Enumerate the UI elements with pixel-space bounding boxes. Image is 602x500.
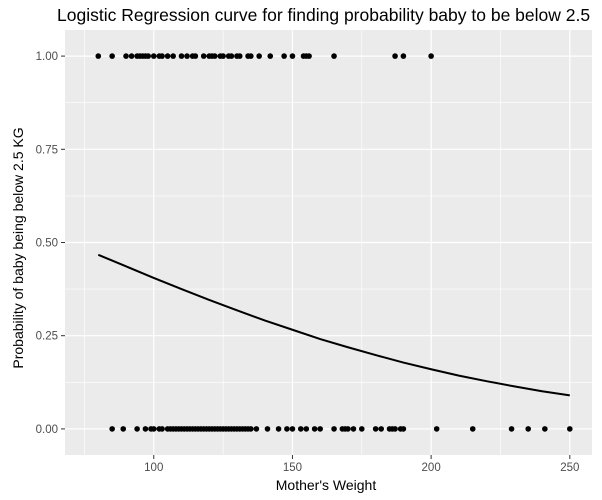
data-point bbox=[164, 53, 171, 59]
marks bbox=[95, 53, 573, 432]
fitted-curve bbox=[97, 253, 570, 397]
y-tick-label: 0.00 bbox=[36, 424, 58, 436]
data-point bbox=[248, 426, 254, 432]
data-point bbox=[542, 426, 548, 432]
data-point bbox=[275, 426, 282, 432]
data-point bbox=[428, 53, 434, 59]
data-point bbox=[211, 53, 218, 59]
data-point bbox=[289, 426, 296, 432]
data-point bbox=[317, 426, 323, 432]
x-tick-label: 150 bbox=[283, 462, 302, 474]
data-point bbox=[469, 426, 476, 432]
data-point bbox=[256, 53, 262, 59]
y-tick-label: 0.25 bbox=[36, 331, 58, 343]
y-axis-label: Probability of baby being below 2.5 KG bbox=[10, 127, 26, 369]
data-point bbox=[392, 53, 398, 59]
data-point bbox=[289, 53, 296, 59]
data-point bbox=[345, 426, 351, 432]
data-point bbox=[184, 53, 190, 59]
data-point bbox=[253, 426, 260, 432]
data-point bbox=[378, 426, 385, 432]
data-point bbox=[331, 426, 337, 432]
data-point bbox=[358, 426, 365, 432]
data-point bbox=[264, 426, 271, 432]
data-point bbox=[303, 426, 310, 432]
data-point bbox=[95, 53, 102, 59]
x-tick-label: 250 bbox=[560, 462, 579, 474]
data-point bbox=[220, 53, 226, 59]
data-point bbox=[120, 426, 127, 432]
x-axis-label: Mother's Weight bbox=[275, 477, 377, 493]
data-point bbox=[150, 53, 157, 59]
data-point bbox=[433, 426, 440, 432]
data-point bbox=[350, 426, 357, 432]
data-point bbox=[150, 426, 157, 432]
grid bbox=[65, 30, 592, 455]
data-point bbox=[236, 53, 243, 59]
data-point bbox=[200, 53, 207, 59]
data-point bbox=[284, 426, 290, 432]
data-point bbox=[400, 53, 407, 59]
x-tick-label: 100 bbox=[144, 462, 163, 474]
data-point bbox=[109, 53, 115, 59]
data-point bbox=[372, 426, 379, 432]
data-point bbox=[525, 426, 532, 432]
axes: 100 150 200 250 0.00 0.25 0.50 0.75 1.00 bbox=[36, 51, 580, 474]
data-point bbox=[508, 426, 515, 432]
data-point bbox=[400, 426, 407, 432]
data-point bbox=[192, 53, 199, 59]
data-point bbox=[228, 53, 235, 59]
data-point bbox=[170, 53, 176, 59]
data-point bbox=[142, 426, 149, 432]
x-tick-label: 200 bbox=[422, 462, 441, 474]
data-point bbox=[145, 53, 152, 59]
y-tick-label: 1.00 bbox=[36, 51, 58, 63]
data-point bbox=[297, 426, 304, 432]
data-point bbox=[178, 53, 185, 59]
data-point bbox=[331, 53, 337, 59]
y-tick-label: 0.50 bbox=[36, 238, 58, 250]
chart-title: Logistic Regression curve for finding pr… bbox=[57, 5, 591, 25]
data-point bbox=[109, 426, 115, 432]
data-point bbox=[123, 53, 129, 59]
data-point bbox=[159, 426, 165, 432]
data-point bbox=[267, 53, 274, 59]
data-point bbox=[567, 426, 573, 432]
y-tick-label: 0.75 bbox=[36, 144, 58, 156]
data-point bbox=[128, 53, 135, 59]
data-point bbox=[392, 426, 398, 432]
data-point bbox=[281, 53, 287, 59]
data-point bbox=[134, 426, 140, 432]
data-point bbox=[311, 426, 318, 432]
data-point bbox=[306, 53, 312, 59]
data-point bbox=[159, 53, 165, 59]
data-point bbox=[248, 53, 254, 59]
